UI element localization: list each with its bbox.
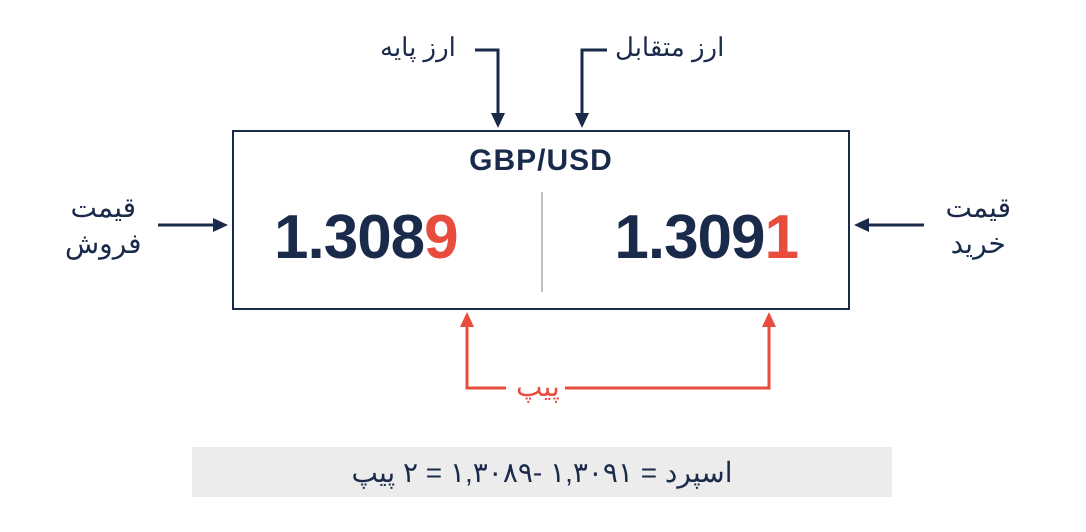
- spread-formula-text: اسپرد = ۱,۳۰۹۱ -۱,۳۰۸۹ = ۲ پیپ: [351, 456, 732, 489]
- sell-price-label-bottom: فروش: [65, 228, 142, 259]
- sell-price: 1.3089: [274, 202, 458, 273]
- quote-currency-label: ارز متقابل: [615, 32, 724, 63]
- price-divider: [541, 192, 543, 292]
- sell-price-label: قیمت فروش: [65, 190, 142, 263]
- currency-pair-symbol: GBP/USD: [469, 144, 613, 178]
- buy-price-label: قیمت خرید: [945, 190, 1011, 263]
- buy-price: 1.3091: [614, 202, 798, 273]
- sell-price-label-top: قیمت: [71, 192, 137, 223]
- buy-price-prefix: 1.309: [614, 203, 764, 272]
- buy-price-label-bottom: خرید: [951, 228, 1006, 259]
- spread-formula-box: اسپرد = ۱,۳۰۹۱ -۱,۳۰۸۹ = ۲ پیپ: [192, 447, 892, 497]
- buy-price-label-top: قیمت: [945, 192, 1011, 223]
- sell-price-prefix: 1.308: [274, 203, 424, 272]
- base-currency-label: ارز پایه: [380, 32, 456, 63]
- buy-price-pip-digit: 1: [765, 203, 798, 272]
- pip-label: پیپ: [516, 370, 560, 403]
- sell-price-pip-digit: 9: [424, 203, 457, 272]
- quote-box: GBP/USD 1.3089 1.3091: [232, 130, 850, 310]
